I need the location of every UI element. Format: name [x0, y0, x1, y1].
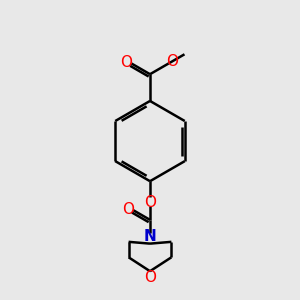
Text: O: O	[144, 270, 156, 285]
Text: O: O	[167, 54, 178, 69]
Text: O: O	[122, 202, 134, 217]
Text: O: O	[120, 56, 132, 70]
Text: N: N	[144, 229, 156, 244]
Text: O: O	[144, 195, 156, 210]
